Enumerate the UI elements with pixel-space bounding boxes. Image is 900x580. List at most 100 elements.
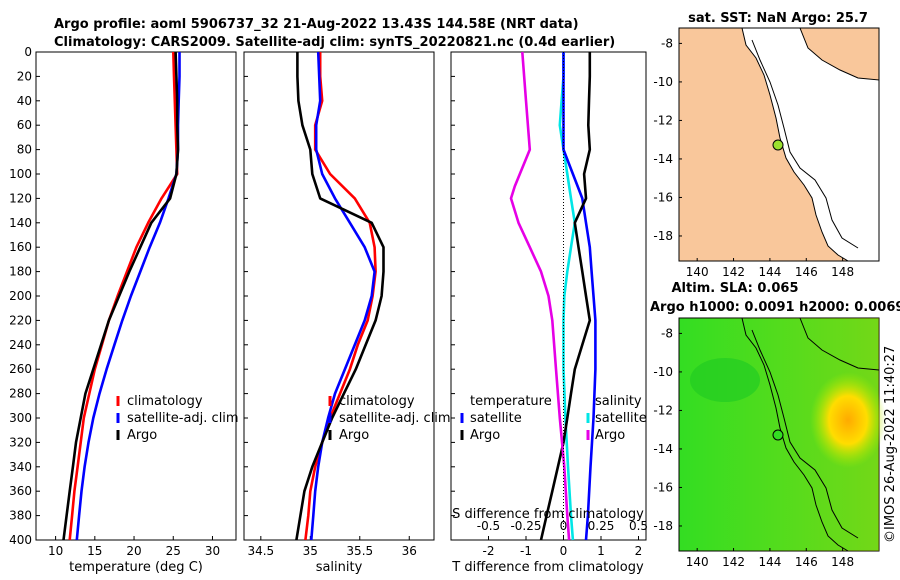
- sla-map: [678, 317, 886, 552]
- x-tick-label: 34.5: [247, 544, 274, 558]
- series-line-argo: [62, 51, 180, 541]
- x-tick-label: 1: [597, 544, 605, 558]
- header-line2: Climatology: CARS2009. Satellite-adj cli…: [54, 35, 615, 50]
- axis-ticks: 0204060801001201401601802002202402602803…: [9, 45, 648, 558]
- map-x-tick-label: 148: [831, 555, 854, 569]
- map-x-tick-label: 144: [758, 265, 781, 279]
- footer-stamp: ©IMOS 26-Aug-2022 11:40:27: [883, 346, 898, 543]
- sst-argo-marker: [772, 139, 784, 151]
- map-y-tick-label: -18: [653, 519, 673, 533]
- sla-coastline: [741, 317, 849, 552]
- y-tick-label: 260: [9, 362, 32, 376]
- map-x-tick-label: 140: [686, 555, 709, 569]
- x-tick-label: 36: [402, 544, 417, 558]
- temperature-legend: climatology satellite-adj. clim Argo: [116, 394, 239, 443]
- x-tick-label: 35: [303, 544, 318, 558]
- legend-satellite: satellite-adj. clim: [339, 411, 451, 426]
- series-line-temperature-satellite: [558, 52, 577, 541]
- sst-map-ticks: 140 142 144 146 148 -8 -10 -12 -14 -16 -18: [653, 36, 854, 279]
- sla-high-anomaly: [810, 372, 886, 468]
- y-tick-label: 80: [17, 143, 32, 157]
- sst-land-png: [799, 27, 880, 81]
- y-tick-label: 120: [9, 191, 32, 205]
- map-x-tick-label: 142: [722, 555, 745, 569]
- map-y-tick-label: -10: [653, 365, 673, 379]
- legend-temperature-title: temperature: [470, 394, 552, 409]
- salinity-panel: [243, 51, 435, 541]
- y-tick-label: 160: [9, 240, 32, 254]
- secondary-x-tick-label: 0.25: [588, 519, 615, 533]
- header-line1: Argo profile: aoml 5906737_32 21-Aug-202…: [54, 17, 579, 32]
- map-y-tick-label: -8: [661, 326, 673, 340]
- legend-t-satellite: satellite: [470, 411, 522, 426]
- legend-s-argo: Argo: [595, 428, 625, 443]
- map-x-tick-label: 140: [686, 265, 709, 279]
- series-line-satellite-adj-clim: [310, 51, 376, 541]
- x-tick-label: -1: [520, 544, 532, 558]
- legend-s-satellite: satellite: [595, 411, 647, 426]
- secondary-x-tick-label: 0.5: [629, 519, 648, 533]
- s-difference-axis-label: S difference from climatology: [452, 507, 644, 522]
- y-tick-label: 140: [9, 216, 32, 230]
- map-y-tick-label: -12: [653, 403, 673, 417]
- map-y-tick-label: -14: [653, 152, 673, 166]
- sst-land-australia: [678, 27, 850, 262]
- sla-png-coast: [799, 317, 880, 371]
- x-tick-label: 25: [166, 544, 181, 558]
- x-tick-label: 30: [205, 544, 220, 558]
- sla-map-ticks: 140 142 144 146 148 -8 -10 -12 -14 -16 -18: [653, 326, 854, 569]
- y-tick-label: 100: [9, 167, 32, 181]
- map-x-tick-label: 142: [722, 265, 745, 279]
- sla-depth-contour: [751, 329, 859, 539]
- x-tick-label: 35.5: [346, 544, 373, 558]
- y-tick-label: 340: [9, 460, 32, 474]
- sla-map-title: Altim. SLA: 0.065: [672, 281, 799, 296]
- map-y-tick-label: -16: [653, 480, 673, 494]
- x-tick-label: 10: [48, 544, 63, 558]
- series-line-salinity-satellite: [562, 52, 597, 541]
- map-x-tick-label: 144: [758, 555, 781, 569]
- x-tick-label: -2: [483, 544, 495, 558]
- y-tick-label: 380: [9, 509, 32, 523]
- map-x-tick-label: 148: [831, 265, 854, 279]
- legend-climatology: climatology: [127, 394, 203, 409]
- sst-map: [678, 27, 880, 262]
- salinity-axis-label: salinity: [316, 560, 363, 575]
- map-y-tick-label: -16: [653, 190, 673, 204]
- secondary-x-tick-label: -0.25: [510, 519, 541, 533]
- legend-climatology: climatology: [339, 394, 415, 409]
- y-tick-label: 360: [9, 484, 32, 498]
- sla-map-subtitle: Argo h1000: 0.0091 h2000: 0.0069: [650, 300, 900, 315]
- sla-low-patch: [690, 358, 760, 402]
- secondary-x-tick-label: -0.5: [477, 519, 500, 533]
- x-tick-label: 20: [126, 544, 141, 558]
- salinity-legend: climatology satellite-adj. clim Argo: [328, 394, 451, 443]
- y-tick-label: 220: [9, 313, 32, 327]
- x-tick-label: 0: [560, 544, 568, 558]
- y-tick-label: 40: [17, 94, 32, 108]
- y-tick-label: 400: [9, 533, 32, 547]
- map-y-tick-label: -14: [653, 442, 673, 456]
- y-tick-label: 180: [9, 265, 32, 279]
- y-tick-label: 60: [17, 118, 32, 132]
- legend-salinity-title: salinity: [595, 394, 642, 409]
- map-y-tick-label: -10: [653, 75, 673, 89]
- sst-depth-contour: [751, 39, 859, 249]
- series-line-argo: [295, 52, 385, 541]
- series-line-temperature-argo: [539, 52, 592, 541]
- y-tick-label: 200: [9, 289, 32, 303]
- x-tick-label: 15: [87, 544, 102, 558]
- series-line-salinity-argo: [509, 51, 571, 541]
- legend-argo: Argo: [127, 428, 157, 443]
- y-tick-label: 20: [17, 69, 32, 83]
- series-line-climatology: [68, 51, 179, 541]
- profile-lines: [62, 51, 597, 541]
- temperature-axis-label: temperature (deg C): [69, 560, 203, 575]
- map-x-tick-label: 146: [795, 265, 818, 279]
- y-tick-label: 240: [9, 338, 32, 352]
- sst-map-title: sat. SST: NaN Argo: 25.7: [688, 11, 868, 26]
- map-x-tick-label: 146: [795, 555, 818, 569]
- map-y-tick-label: -8: [661, 36, 673, 50]
- sla-argo-marker: [772, 429, 784, 441]
